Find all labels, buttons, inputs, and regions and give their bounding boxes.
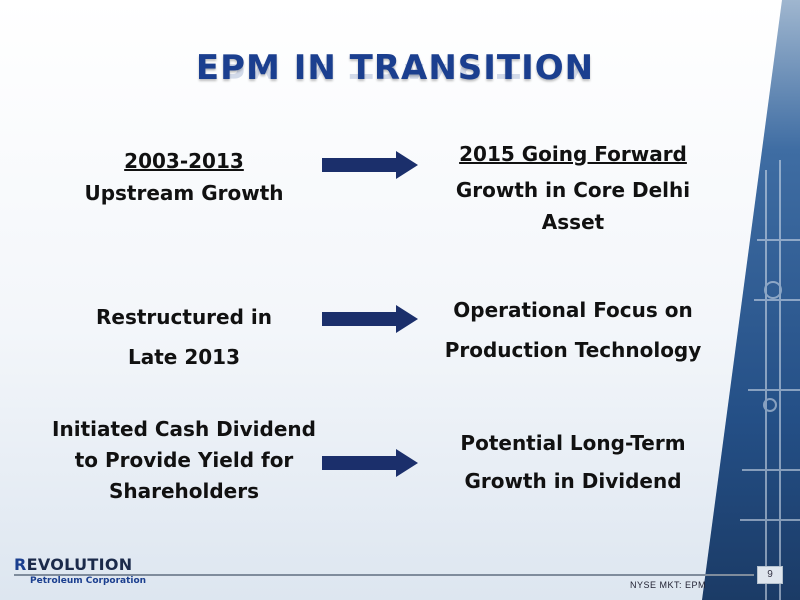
row3-right-text: Potential Long-Term Growth in Dividend: [444, 424, 702, 500]
row3-left-line3: Shareholders: [108, 479, 260, 503]
row1-left-label: Upstream Growth: [84, 181, 284, 205]
row1-right-text: 2015 Going Forward Growth in Core Delhi …: [444, 138, 702, 238]
row3-left-text: Initiated Cash Dividend to Provide Yield…: [44, 414, 324, 507]
title-area: EPM IN TRANSITION EPM IN TRANSITION: [0, 0, 790, 120]
row3-right-line1: Potential Long-Term: [460, 431, 686, 455]
row1-right-period: 2015 Going Forward: [459, 142, 687, 166]
row2-left-line1: Restructured in: [96, 305, 272, 329]
row2-arrow-icon: [322, 305, 418, 333]
row3-right-line2: Growth in Dividend: [464, 469, 682, 493]
logo-subtitle: Petroleum Corporation: [30, 576, 147, 586]
row2-right-text: Operational Focus on Production Technolo…: [444, 290, 702, 370]
footer-divider: [14, 574, 754, 576]
slide-title-reflection: EPM IN TRANSITION: [0, 64, 790, 82]
row1-arrow-icon: [322, 151, 418, 179]
row3-left-line1: Initiated Cash Dividend: [52, 417, 316, 441]
stock-ticker: NYSE MKT: EPM: [630, 580, 707, 590]
row3-left-line2: to Provide Yield for: [74, 448, 294, 472]
row2-right-line1: Operational Focus on: [453, 298, 693, 322]
row2-left-text: Restructured in Late 2013: [84, 297, 284, 377]
drilling-rig-icon: [740, 160, 800, 600]
page-number: 9: [757, 566, 783, 584]
row1-left-text: 2003-2013 Upstream Growth: [84, 145, 284, 209]
row3-arrow-icon: [322, 449, 418, 477]
logo-name: EVOLUTION: [26, 555, 133, 574]
logo-initial: R: [14, 555, 27, 574]
row1-right-line1: Growth in Core Delhi: [455, 178, 691, 202]
row2-right-line2: Production Technology: [444, 338, 702, 362]
company-logo: REVOLUTION: [14, 555, 132, 574]
row1-left-period: 2003-2013: [124, 149, 244, 173]
row2-left-line2: Late 2013: [128, 345, 240, 369]
row1-right-line2: Asset: [541, 210, 605, 234]
slide-title: EPM IN TRANSITION: [195, 48, 595, 88]
